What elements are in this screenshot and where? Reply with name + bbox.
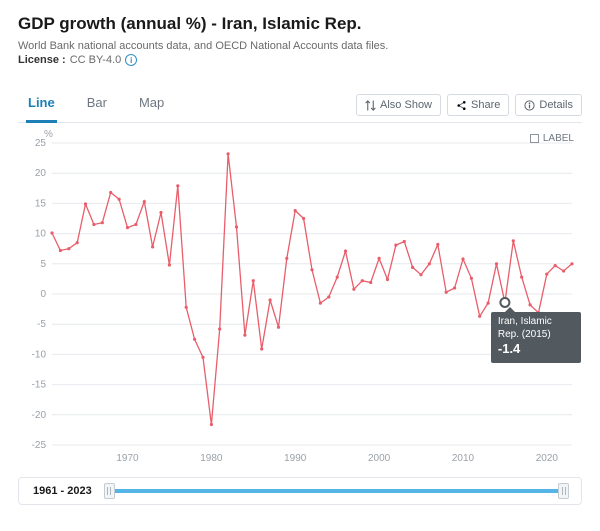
chart-toolbar: Line Bar Map Also Show Share Details [18,86,582,123]
license-row: License : CC BY-4.0 i [18,54,582,66]
time-range-bar: 1961 - 2023 [18,477,582,505]
tabs: Line Bar Map [18,86,166,122]
also-show-button[interactable]: Also Show [356,94,441,116]
svg-text:2020: 2020 [536,453,559,464]
legend-label-toggle[interactable]: LABEL [530,133,574,144]
chart-area: % LABEL -25-20-15-10-5051015202519701980… [18,127,582,467]
svg-text:20: 20 [35,168,47,179]
tooltip-label: Iran, Islamic Rep. (2015) [498,316,574,341]
range-label: 1961 - 2023 [33,485,92,497]
details-icon [524,100,535,111]
license-label: License : [18,54,66,66]
share-icon [456,100,467,111]
svg-text:1970: 1970 [116,453,139,464]
license-value: CC BY-4.0 [70,54,122,66]
tab-map[interactable]: Map [137,87,166,123]
svg-text:5: 5 [40,259,46,270]
line-chart[interactable]: -25-20-15-10-505101520251970198019902000… [18,127,582,467]
svg-text:2010: 2010 [452,453,475,464]
svg-text:-5: -5 [37,319,46,330]
page-title: GDP growth (annual %) - Iran, Islamic Re… [18,14,582,34]
actions: Also Show Share Details [356,94,582,122]
tab-line[interactable]: Line [26,87,57,123]
svg-text:1980: 1980 [200,453,223,464]
svg-text:-25: -25 [32,440,47,451]
svg-text:0: 0 [40,289,46,300]
chart-tooltip: Iran, Islamic Rep. (2015) -1.4 [491,312,581,362]
svg-text:10: 10 [35,229,47,240]
svg-text:-20: -20 [32,410,47,421]
slider-thumb-right[interactable] [558,483,569,499]
range-slider[interactable] [106,487,567,495]
share-button[interactable]: Share [447,94,509,116]
slider-track [106,489,567,493]
sort-icon [365,100,376,111]
slider-thumb-left[interactable] [104,483,115,499]
checkbox-icon [530,134,539,143]
details-button[interactable]: Details [515,94,582,116]
svg-text:-15: -15 [32,380,47,391]
svg-text:-10: -10 [32,349,47,360]
y-axis-unit: % [44,129,53,140]
tab-bar[interactable]: Bar [85,87,109,123]
svg-text:2000: 2000 [368,453,391,464]
info-icon[interactable]: i [125,54,137,66]
source-subtitle: World Bank national accounts data, and O… [18,40,582,52]
svg-text:15: 15 [35,198,47,209]
tooltip-value: -1.4 [498,341,574,357]
svg-text:1990: 1990 [284,453,307,464]
